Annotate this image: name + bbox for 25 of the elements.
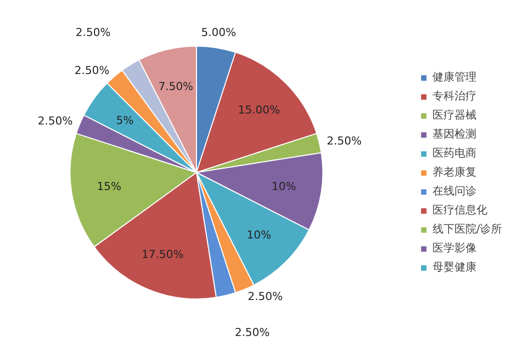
legend-label: 母婴健康 xyxy=(432,260,476,274)
data-label: 7.50% xyxy=(158,80,194,93)
data-label: 15% xyxy=(96,180,122,193)
data-label: 10% xyxy=(246,228,272,242)
legend-label: 医疗器械 xyxy=(432,108,476,122)
data-label: 5.00% xyxy=(201,26,236,40)
data-label: 5% xyxy=(116,114,134,127)
data-label: 2.50% xyxy=(38,114,73,128)
data-label: 15.00% xyxy=(238,103,280,116)
data-label: 2.50% xyxy=(76,26,111,39)
data-label: 2.50% xyxy=(234,326,270,339)
data-label: 2.50% xyxy=(248,290,283,303)
data-label: 2.50% xyxy=(74,64,110,78)
legend-label: 健康管理 xyxy=(432,70,476,84)
legend-label: 医学影像 xyxy=(432,240,476,256)
legend-label: 专科治疗 xyxy=(432,88,476,104)
legend-label: 线下医院/诊所 xyxy=(432,222,502,236)
data-label: 10% xyxy=(272,180,296,193)
data-label: 17.50% xyxy=(142,248,184,261)
legend-label: 医疗信息化 xyxy=(432,202,488,218)
legend-label: 养老康复 xyxy=(432,164,476,180)
legend-label: 医药电商 xyxy=(432,146,476,160)
legend-label: 在线问诊 xyxy=(432,184,476,198)
legend-label: 基因检测 xyxy=(432,126,476,142)
data-label: 2.50% xyxy=(326,134,362,148)
